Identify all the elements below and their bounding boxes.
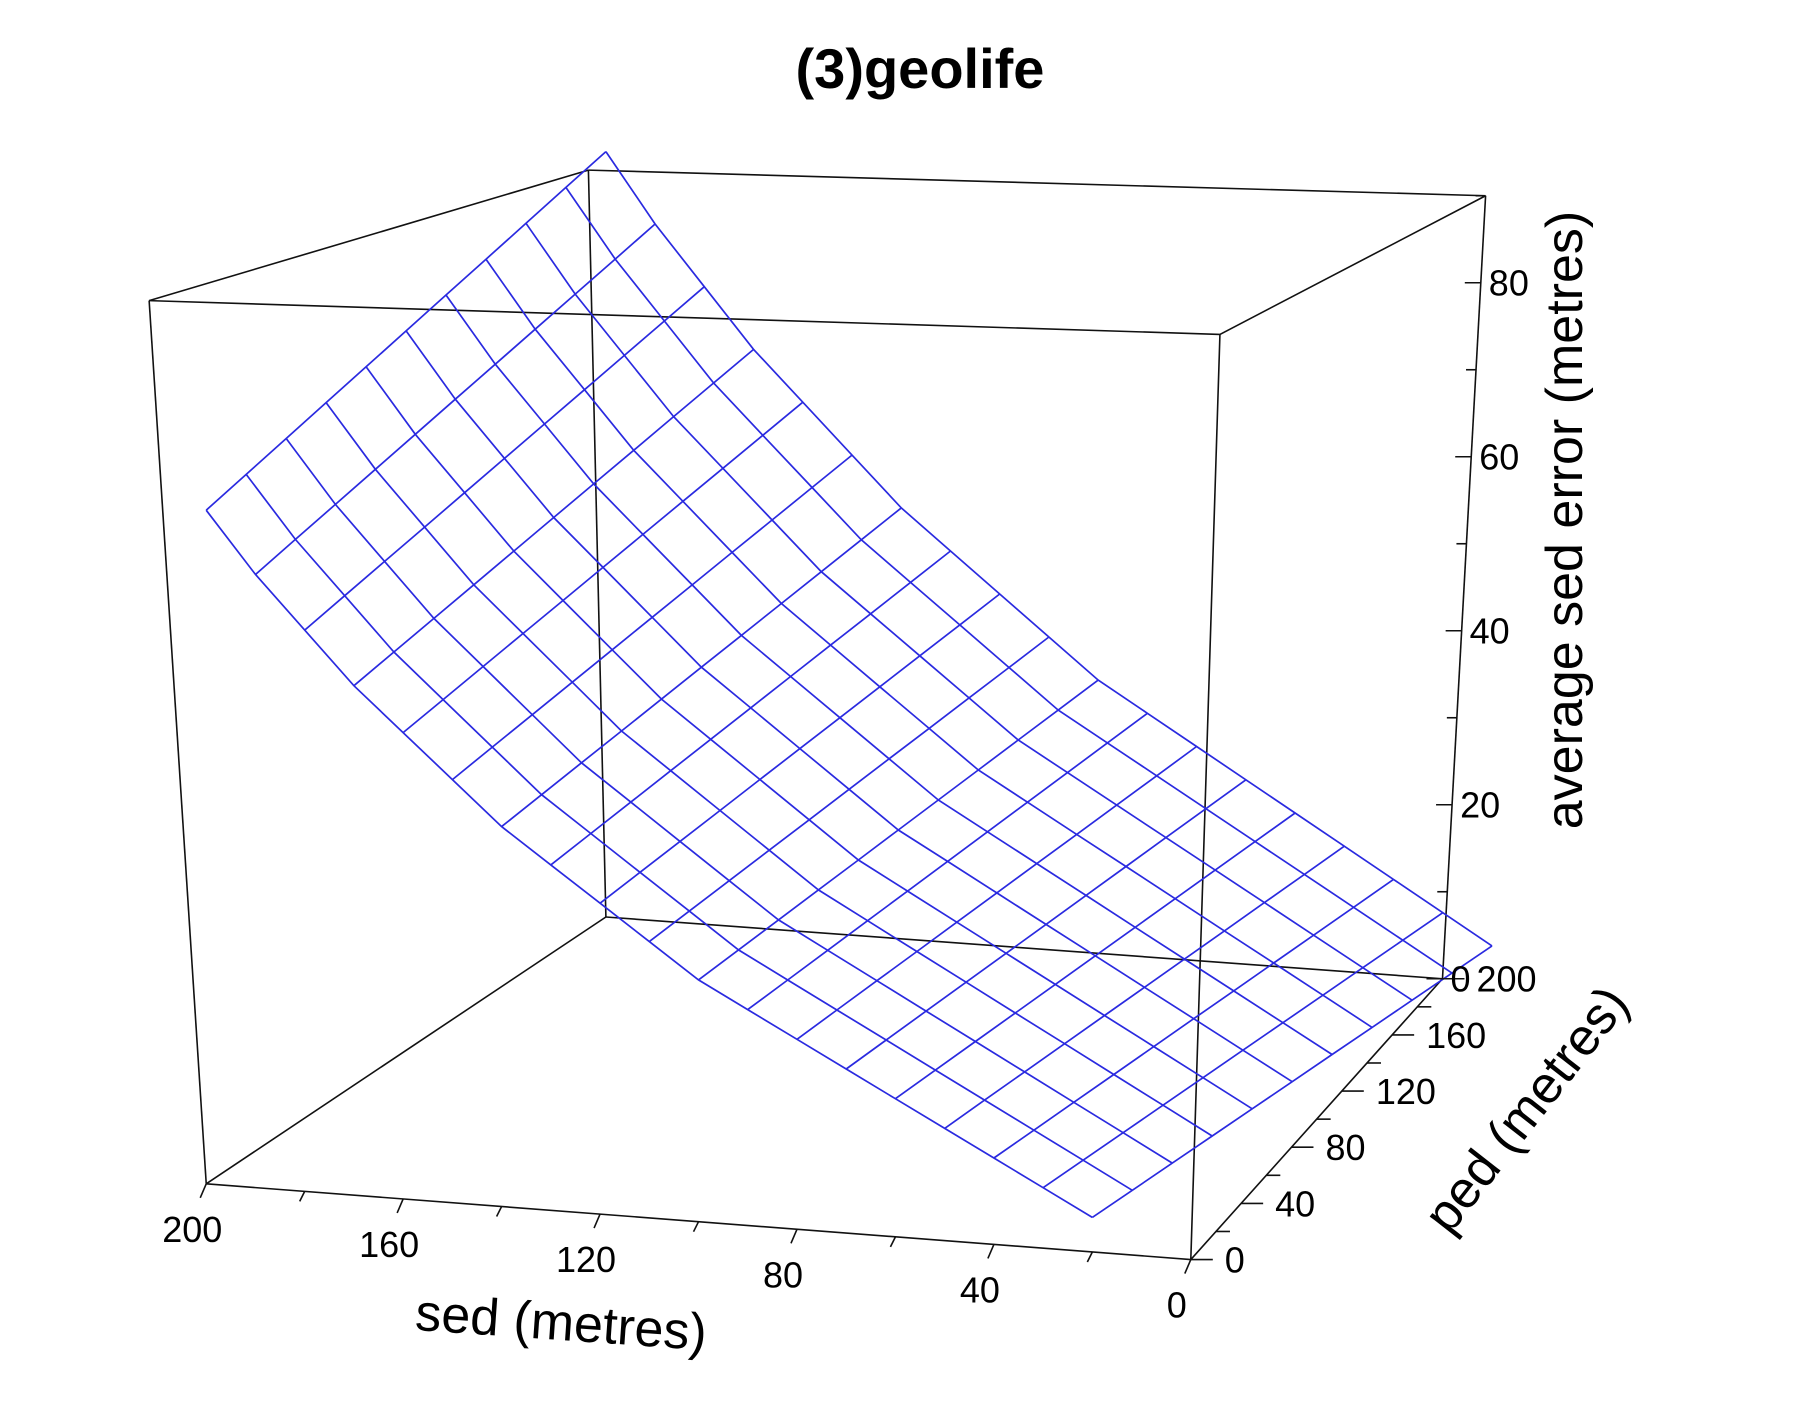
x-tick-mark xyxy=(790,1228,798,1244)
mesh-line-sed xyxy=(894,812,1296,1100)
box-edge xyxy=(149,299,1220,336)
plot-box xyxy=(148,169,1487,1261)
x-tick-mark xyxy=(987,1244,995,1259)
x-tick-label: 40 xyxy=(960,1269,1000,1310)
x-tick-label: 160 xyxy=(359,1224,419,1265)
mesh-line-sed xyxy=(796,745,1198,1040)
mesh-line-sed xyxy=(550,550,952,866)
mesh-line-ped xyxy=(205,509,1093,1219)
z-tick-label: 0 xyxy=(1450,959,1470,1000)
x-minor-tick xyxy=(298,1191,306,1202)
box-edge xyxy=(148,300,208,1184)
x-tick-label: 0 xyxy=(1167,1285,1187,1326)
mesh-line-sed xyxy=(747,712,1148,1011)
mesh-line-ped xyxy=(445,294,1333,1056)
x-minor-tick xyxy=(495,1206,503,1217)
mesh-line-sed xyxy=(304,286,705,631)
y-tick-label: 40 xyxy=(1275,1183,1315,1224)
z-tick-label: 40 xyxy=(1470,611,1510,652)
mesh-line-sed xyxy=(944,845,1345,1130)
box-edge xyxy=(588,169,1486,197)
mesh-line-ped xyxy=(285,437,1173,1164)
mesh-line-sed xyxy=(845,779,1247,1070)
mesh-line-ped xyxy=(325,402,1213,1137)
box-edge xyxy=(205,916,607,1185)
z-axis-label: average sed error (metres) xyxy=(1536,211,1594,829)
y-tick-label: 80 xyxy=(1325,1127,1365,1168)
box-edge xyxy=(605,916,1443,980)
y-tick-label: 0 xyxy=(1225,1240,1245,1281)
x-minor-tick xyxy=(889,1236,897,1248)
mesh-line-sed xyxy=(501,507,902,828)
x-tick-label: 80 xyxy=(763,1254,803,1295)
y-tick-label: 200 xyxy=(1476,959,1536,1000)
mesh-line-sed xyxy=(205,150,607,511)
box-edge xyxy=(1190,978,1444,1261)
y-tick-label: 160 xyxy=(1426,1015,1486,1056)
box-edge xyxy=(148,169,589,302)
surface-mesh xyxy=(205,150,1493,1219)
mesh-line-sed xyxy=(402,401,804,734)
mesh-line-ped xyxy=(365,366,1253,1110)
mesh-line-sed xyxy=(599,593,1001,904)
x-tick-mark xyxy=(1184,1259,1192,1274)
y-tick-label: 120 xyxy=(1376,1071,1436,1112)
mesh-line-sed xyxy=(353,348,755,687)
chart-title: (3)geolife xyxy=(796,37,1045,100)
mesh-line-sed xyxy=(451,454,853,781)
x-minor-tick xyxy=(1086,1251,1094,1263)
box-edge xyxy=(1219,195,1486,336)
x-axis-label: sed (metres) xyxy=(414,1284,709,1362)
mesh-line-sed xyxy=(1042,911,1444,1189)
mesh-line-ped xyxy=(405,330,1293,1083)
x-tick-mark xyxy=(593,1213,601,1229)
mesh-line-sed xyxy=(697,679,1099,981)
z-tick-label: 60 xyxy=(1479,437,1519,478)
box-edge xyxy=(587,170,607,918)
x-minor-tick xyxy=(692,1221,700,1233)
x-tick-mark xyxy=(199,1183,207,1199)
z-tick-label: 20 xyxy=(1460,785,1500,826)
z-tick-label: 80 xyxy=(1489,263,1529,304)
mesh-line-sed xyxy=(1091,945,1493,1219)
mesh-line-sed xyxy=(993,878,1394,1159)
box-edge xyxy=(1441,195,1487,979)
x-tick-label: 120 xyxy=(556,1239,616,1280)
x-tick-label: 200 xyxy=(162,1209,222,1250)
mesh-line-sed xyxy=(254,223,656,576)
box-edge xyxy=(1190,334,1221,1260)
x-tick-mark xyxy=(396,1198,404,1214)
mesh-line-sed xyxy=(648,636,1050,943)
